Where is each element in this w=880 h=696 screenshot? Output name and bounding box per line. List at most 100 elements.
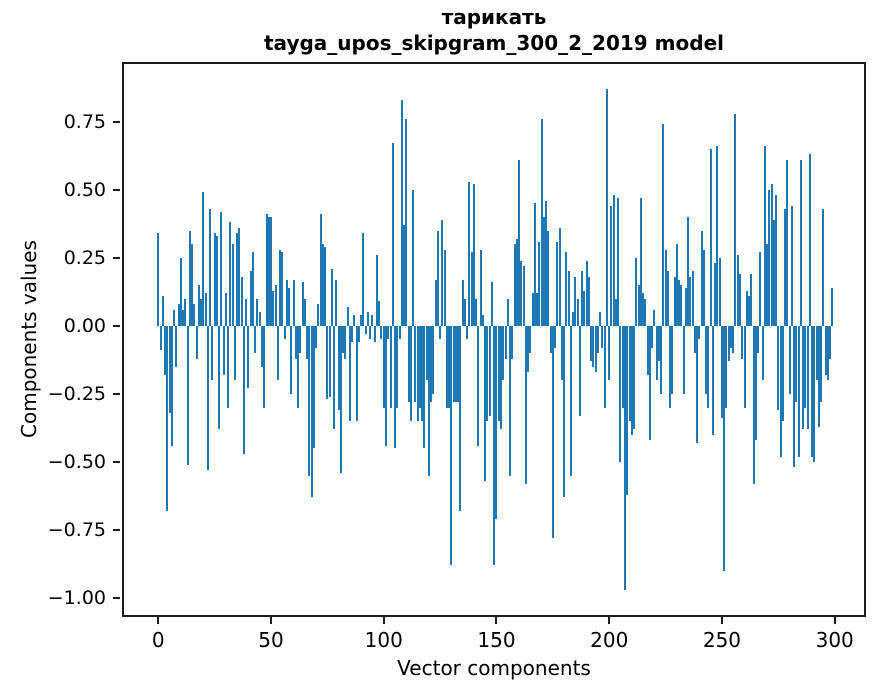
bar-component-216 [644,298,647,326]
bar-component-117 [421,325,424,422]
bar-component-258 [738,274,741,326]
bar-component-153 [502,325,505,381]
bar-component-33 [231,244,234,326]
bar-component-248 [716,146,719,326]
bar-component-53 [276,325,279,381]
bar-component-76 [328,325,331,397]
x-tick-mark-100 [382,617,385,624]
bar-component-40 [247,325,250,389]
bar-component-147 [488,325,491,416]
bar-component-115 [416,325,419,422]
bar-component-190 [585,260,588,326]
bar-component-134 [459,325,462,511]
bar-component-291 [813,325,816,462]
bar-component-59 [290,325,293,394]
bar-component-264 [752,325,755,484]
bar-component-194 [594,325,597,373]
bar-component-279 [786,159,789,326]
bar-component-202 [612,195,615,326]
bar-component-156 [509,325,511,476]
bar-component-16 [193,304,196,326]
bar-component-209 [628,325,631,422]
bar-component-280 [788,325,791,394]
bar-component-4 [166,325,169,511]
bar-component-233 [682,325,685,394]
bar-component-36 [238,227,241,326]
bar-component-113 [412,189,415,326]
bar-component-114 [414,325,417,403]
bar-component-18 [197,285,200,326]
x-tick-label-150: 150 [477,628,516,652]
bar-component-45 [258,312,261,326]
bar-component-12 [184,298,187,326]
bar-component-188 [581,271,584,326]
bar-component-155 [506,298,509,326]
x-tick-mark-150 [495,617,498,624]
bar-component-208 [626,325,629,495]
bar-component-253 [727,325,730,362]
bar-component-137 [466,325,469,340]
bar-component-46 [260,325,263,367]
bar-component-28 [220,211,223,326]
bar-component-163 [524,325,527,484]
bar-component-125 [439,325,442,340]
bar-component-22 [206,325,209,471]
bar-component-166 [531,293,534,326]
bar-component-214 [639,197,642,326]
y-tick-mark-−0.50 [113,461,120,463]
bar-component-283 [795,325,798,403]
y-tick-mark-−0.75 [113,529,120,532]
bar-component-274 [775,195,778,326]
bar-component-13 [186,325,189,465]
plot-area: 0 50 100 150 200 250 300 0.75 0.50 0.25 0.00 −0.25… [48,62,866,652]
bar-component-70 [315,325,318,348]
bar-component-82 [342,325,345,354]
bar-component-286 [802,325,805,430]
bar-component-215 [642,293,645,326]
bar-component-78 [333,325,336,430]
bar-component-63 [299,325,302,354]
bar-component-104 [391,143,394,326]
y-tick-mark-0.75 [113,120,120,123]
bar-component-228 [671,325,674,394]
x-tick-mark-250 [720,617,723,624]
bar-component-207 [624,325,626,590]
chart-title-word: тарикать [441,5,547,29]
bar-component-57 [285,279,288,326]
bar-component-0 [157,233,160,326]
bar-component-266 [757,325,760,354]
x-tick-mark-50 [270,617,272,624]
bar-component-175 [551,325,554,539]
bar-component-196 [599,312,602,326]
bar-component-298 [829,325,832,359]
bar-component-244 [707,325,710,408]
bar-component-171 [542,217,545,326]
bar-component-296 [824,325,827,375]
bar-component-290 [811,325,814,457]
bar-component-65 [303,298,306,326]
bar-component-103 [389,325,392,408]
bar-component-161 [520,260,523,326]
bar-component-79 [335,279,338,326]
bar-component-150 [495,325,498,520]
bar-component-222 [657,325,660,362]
bar-component-210 [630,325,633,435]
bar-component-287 [804,325,807,408]
bar-component-211 [633,325,636,430]
bar-component-136 [463,298,466,326]
bar-component-268 [761,325,764,381]
bar-component-34 [233,325,236,381]
bar-component-192 [590,325,593,362]
bar-component-44 [256,298,259,326]
bar-component-140 [472,184,475,326]
bar-component-174 [549,325,552,354]
bar-component-184 [572,312,575,326]
bar-component-239 [696,325,699,443]
bar-component-178 [558,227,561,326]
y-tick-mark-−0.25 [113,392,120,395]
bar-component-60 [292,279,295,326]
bar-component-292 [815,325,818,381]
bar-component-23 [209,208,212,326]
bar-component-288 [806,325,809,430]
y-tick-label-−0.25: −0.25 [47,382,106,405]
